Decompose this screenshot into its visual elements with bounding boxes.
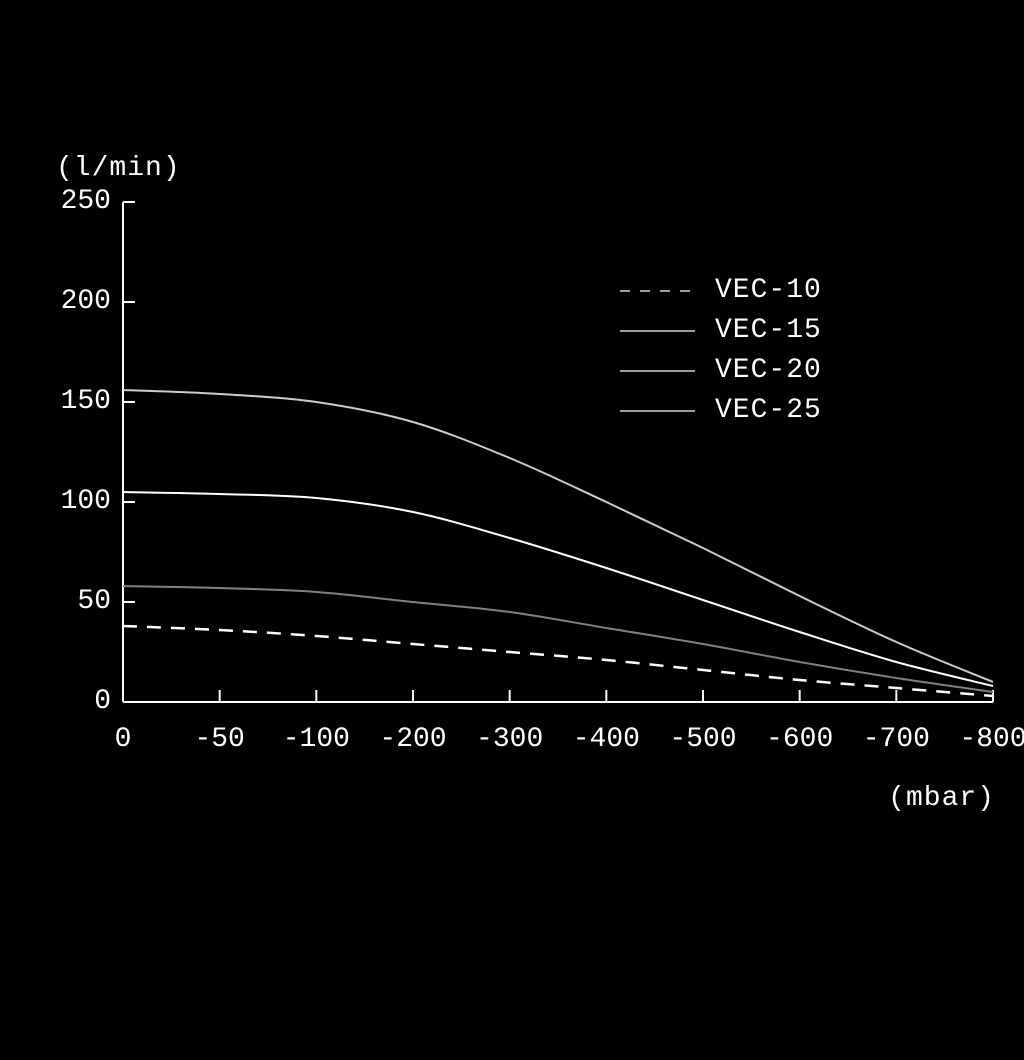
series-VEC-10 — [123, 626, 993, 696]
y-tick-label: 200 — [61, 286, 111, 317]
x-tick-label: -700 — [856, 724, 936, 755]
x-tick-label: -800 — [953, 724, 1024, 755]
legend-label: VEC-15 — [715, 315, 822, 346]
legend-item: VEC-25 — [620, 395, 822, 426]
x-tick-label: -300 — [470, 724, 550, 755]
y-tick-label: 150 — [61, 386, 111, 417]
legend-label: VEC-20 — [715, 355, 822, 386]
series-VEC-15 — [123, 586, 993, 692]
x-tick-label: -50 — [180, 724, 260, 755]
legend-item: VEC-20 — [620, 355, 822, 386]
y-axis-label: (l/min) — [56, 153, 181, 184]
legend-line-icon — [620, 361, 695, 381]
x-tick-label: -400 — [566, 724, 646, 755]
y-tick-label: 0 — [94, 686, 111, 717]
y-tick-label: 250 — [61, 186, 111, 217]
legend-item: VEC-15 — [620, 315, 822, 346]
legend-line-icon — [620, 401, 695, 421]
chart-svg — [40, 175, 1000, 735]
legend-label: VEC-10 — [715, 275, 822, 306]
x-tick-label: -600 — [760, 724, 840, 755]
x-tick-label: -100 — [276, 724, 356, 755]
legend-item: VEC-10 — [620, 275, 822, 306]
x-axis-label: (mbar) — [888, 783, 995, 814]
legend-line-icon — [620, 281, 695, 301]
y-tick-label: 100 — [61, 486, 111, 517]
legend-label: VEC-25 — [715, 395, 822, 426]
x-tick-label: 0 — [83, 724, 163, 755]
series-VEC-25 — [123, 390, 993, 682]
chart-container: (l/min) 050100150200250 0-50-100-200-300… — [40, 175, 1000, 820]
x-tick-label: -200 — [373, 724, 453, 755]
y-tick-label: 50 — [77, 586, 111, 617]
legend-line-icon — [620, 321, 695, 341]
x-tick-label: -500 — [663, 724, 743, 755]
